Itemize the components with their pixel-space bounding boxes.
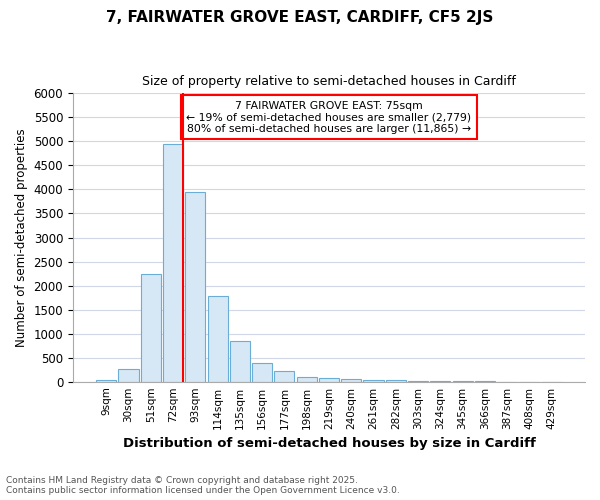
Bar xyxy=(386,380,406,382)
Bar xyxy=(230,341,250,382)
Bar xyxy=(408,381,428,382)
Bar xyxy=(208,296,227,382)
Bar xyxy=(252,364,272,382)
Bar xyxy=(96,380,116,382)
Bar xyxy=(319,378,339,382)
Title: Size of property relative to semi-detached houses in Cardiff: Size of property relative to semi-detach… xyxy=(142,75,516,88)
Bar xyxy=(118,368,139,382)
Bar xyxy=(296,376,317,382)
Bar xyxy=(364,380,383,382)
Bar xyxy=(274,372,295,382)
Bar xyxy=(341,380,361,382)
Bar xyxy=(185,192,205,382)
Bar xyxy=(141,274,161,382)
Text: 7, FAIRWATER GROVE EAST, CARDIFF, CF5 2JS: 7, FAIRWATER GROVE EAST, CARDIFF, CF5 2J… xyxy=(106,10,494,25)
Bar xyxy=(163,144,183,382)
Y-axis label: Number of semi-detached properties: Number of semi-detached properties xyxy=(15,128,28,347)
Text: 7 FAIRWATER GROVE EAST: 75sqm
← 19% of semi-detached houses are smaller (2,779)
: 7 FAIRWATER GROVE EAST: 75sqm ← 19% of s… xyxy=(187,100,472,134)
Text: Contains HM Land Registry data © Crown copyright and database right 2025.
Contai: Contains HM Land Registry data © Crown c… xyxy=(6,476,400,495)
X-axis label: Distribution of semi-detached houses by size in Cardiff: Distribution of semi-detached houses by … xyxy=(122,437,535,450)
